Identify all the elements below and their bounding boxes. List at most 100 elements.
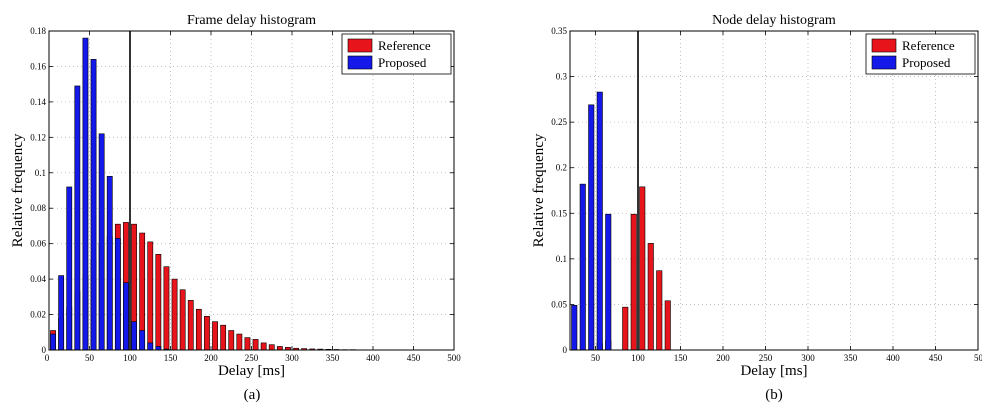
- series-proposed: [50, 37, 170, 350]
- legend-label-proposed: Proposed: [902, 55, 951, 70]
- y-tick-label: 0.2: [556, 163, 567, 173]
- x-tick-label: 500: [447, 353, 461, 363]
- bar-reference: [171, 278, 178, 350]
- x-axis-label: Delay [ms]: [740, 363, 807, 379]
- x-tick-label: 400: [366, 353, 380, 363]
- bar-reference: [293, 347, 299, 350]
- y-tick-label: 0.02: [30, 310, 46, 320]
- x-tick-label: 250: [759, 353, 773, 363]
- ticks: 50 100 150 200 250 300 350 400 450 500 0 0.02 0.04 0.…: [30, 26, 461, 363]
- chart-b: 50 100 150 200 250 300 350 400 450 5000.050.10.15…: [531, 13, 982, 403]
- y-tick-label: 0.3: [556, 72, 568, 82]
- x-tick-label: 100: [123, 353, 137, 363]
- x-tick-label: 450: [929, 353, 943, 363]
- bar-proposed: [114, 238, 121, 350]
- plot-frame: [569, 30, 979, 351]
- bar-reference: [212, 321, 218, 350]
- y-tick-label: 0.08: [30, 203, 46, 213]
- bar-reference: [131, 223, 137, 350]
- y-tick-label: 0.06: [30, 239, 46, 249]
- bar-reference: [252, 339, 259, 350]
- y-tick-label: 0.04: [30, 274, 46, 284]
- x-tick-label: 50: [85, 353, 95, 363]
- x-tick-label: 50: [974, 353, 982, 363]
- chart-a: 50 100 150 200 250 300 350 400 450 500 0 0.02 0.04 0.…: [10, 13, 461, 403]
- x-axis-label: Delay [ms]: [218, 363, 285, 379]
- bar-reference: [622, 306, 629, 350]
- bar-proposed: [571, 305, 578, 350]
- legend-label-reference: Reference: [902, 38, 955, 53]
- bar-proposed: [579, 183, 586, 350]
- bar-proposed: [605, 213, 612, 350]
- subfigure-caption: (b): [765, 387, 783, 403]
- x-tick-label: 0: [45, 353, 50, 363]
- y-tick-label: 0.25: [551, 117, 567, 127]
- bars: [50, 37, 453, 350]
- bar-reference: [187, 300, 194, 350]
- x-tick-label: 400: [886, 353, 900, 363]
- y-tick-label: 0: [563, 345, 568, 355]
- x-tick-label: 300: [285, 353, 299, 363]
- bar-reference: [155, 254, 162, 350]
- y-tick-label: 0.15: [551, 208, 567, 218]
- y-tick-label: 0.1: [35, 168, 46, 178]
- y-axis-label: Relative frequency: [531, 133, 547, 247]
- bar-proposed: [596, 91, 603, 350]
- bar-reference: [244, 337, 251, 350]
- x-tick-label: 150: [164, 353, 178, 363]
- bar-reference: [647, 243, 654, 350]
- legend-swatch-reference: [347, 38, 373, 53]
- bar-proposed: [147, 342, 154, 350]
- bar-reference: [656, 270, 663, 350]
- bar-proposed: [66, 186, 73, 350]
- x-tick-label: 300: [801, 353, 815, 363]
- bar-reference: [285, 347, 291, 350]
- x-tick-label: 200: [716, 353, 730, 363]
- y-tick-label: 0: [42, 345, 47, 355]
- bar-reference: [163, 266, 170, 350]
- bar-reference: [236, 333, 243, 350]
- bar-proposed: [131, 321, 137, 350]
- bar-proposed: [588, 104, 595, 350]
- x-tick-label: 50: [591, 353, 601, 363]
- y-tick-label: 0.1: [556, 254, 567, 264]
- x-tick-label: 200: [204, 353, 218, 363]
- bar-reference: [179, 289, 186, 350]
- bars: [571, 91, 671, 350]
- bar-reference: [195, 308, 202, 350]
- bar-proposed: [58, 275, 65, 350]
- bar-proposed: [106, 176, 113, 350]
- bar-reference: [139, 232, 146, 350]
- bar-reference: [309, 348, 316, 350]
- y-tick-label: 0.05: [551, 299, 567, 309]
- x-tick-label: 450: [407, 353, 421, 363]
- bar-proposed: [74, 85, 81, 350]
- bar-reference: [204, 316, 210, 350]
- y-tick-label: 0.12: [30, 132, 46, 142]
- chart-title: Node delay histogram: [712, 13, 836, 28]
- series-proposed: [571, 91, 612, 350]
- bar-proposed: [50, 333, 56, 350]
- bar-reference: [228, 330, 235, 350]
- legend: Reference Proposed: [341, 33, 452, 75]
- bar-proposed: [139, 330, 146, 350]
- bar-reference: [664, 300, 671, 350]
- ticks: 50 100 150 200 250 300 350 400 450 5000.050.10.15…: [551, 26, 982, 363]
- bar-reference: [276, 346, 283, 350]
- bar-reference: [268, 344, 275, 350]
- x-tick-label: 250: [245, 353, 259, 363]
- legend-swatch-proposed: [347, 55, 373, 70]
- bar-reference: [220, 324, 227, 350]
- bar-proposed: [82, 37, 89, 350]
- y-axis-label: Relative frequency: [10, 133, 26, 247]
- bar-reference: [639, 186, 646, 350]
- legend-label-proposed: Proposed: [378, 55, 427, 70]
- x-tick-label: 100: [631, 353, 645, 363]
- bar-reference: [147, 241, 154, 350]
- legend: Reference Proposed: [865, 33, 976, 75]
- y-tick-label: 0.16: [30, 61, 46, 71]
- bar-proposed: [155, 346, 162, 350]
- bar-reference: [630, 213, 637, 350]
- bar-proposed: [90, 59, 97, 350]
